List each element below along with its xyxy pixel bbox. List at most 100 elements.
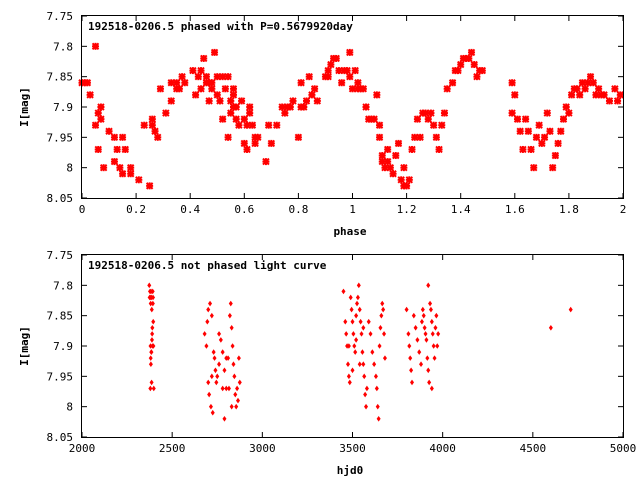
- unphased-chart-x-tick-label: 4000: [429, 442, 456, 455]
- unphased-chart-data-point: [375, 403, 380, 410]
- phased-chart-data-point: [251, 139, 259, 148]
- phased-chart-data-point: [611, 85, 619, 93]
- unphased-chart-data-point: [149, 337, 154, 343]
- phased-chart-data-point: [470, 60, 478, 69]
- unphased-chart-data-point: [419, 361, 424, 367]
- unphased-chart-data-point: [346, 373, 351, 380]
- unphased-chart-data-point: [345, 361, 350, 367]
- unphased-chart-data-point: [212, 355, 217, 361]
- unphased-chart-data-point: [411, 312, 416, 319]
- phased-chart-data-point: [197, 66, 205, 75]
- phased-chart-data-point: [297, 79, 305, 87]
- phased-chart-data-point: [94, 109, 102, 117]
- phased-chart-data-point: [324, 72, 332, 81]
- unphased-chart-data-point: [208, 300, 213, 307]
- phased-chart-data-point: [135, 176, 143, 184]
- unphased-chart-data-point: [224, 355, 229, 361]
- phased-chart-data-point: [359, 85, 368, 93]
- phased-chart-data-point: [332, 54, 340, 63]
- phased-chart-x-tick-label: 0.8: [288, 203, 308, 216]
- unphased-chart-data-point: [377, 343, 382, 349]
- phased-chart-data-point: [443, 85, 451, 93]
- unphased-chart-data-point: [348, 294, 353, 301]
- phased-chart-y-tick-label: 7.95: [47, 131, 74, 144]
- phased-chart-data-point: [594, 85, 603, 93]
- phased-chart-data-point: [394, 139, 403, 148]
- phased-chart-data-point: [565, 109, 573, 117]
- unphased-chart-data-point: [381, 306, 386, 313]
- phased-chart-x-tick-label: 0.6: [234, 203, 254, 216]
- phased-chart-data-point: [294, 133, 303, 142]
- phased-chart-y-tick-label: 8.05: [47, 192, 74, 205]
- unphased-chart-data-point: [373, 373, 378, 380]
- phased-chart: 0 0.2 0.4 0.6 0.8 1 1.2 1.4 1.6 1.8 2 7.75 7.8 7.85 7.…: [18, 10, 626, 238]
- unphased-chart-data-point: [351, 331, 356, 337]
- phased-chart-data-point: [346, 48, 354, 57]
- unphased-chart-y-tick-label: 7.85: [47, 310, 74, 323]
- unphased-chart-data-point: [206, 379, 211, 386]
- phased-chart-data-point: [83, 79, 92, 87]
- phased-chart-data-point: [110, 157, 119, 166]
- phased-chart-data-point: [327, 60, 335, 69]
- phased-chart-data-point: [473, 72, 481, 81]
- phased-chart-y-axis-label: I[mag]: [18, 87, 31, 127]
- unphased-chart-data-point: [425, 355, 430, 361]
- phased-chart-data-point: [343, 66, 351, 75]
- unphased-chart-data-point: [380, 300, 385, 307]
- unphased-chart-y-tick-label: 7.8: [53, 279, 73, 292]
- unphased-chart-data-point: [435, 343, 440, 349]
- phased-chart-data-point: [429, 121, 438, 129]
- phased-chart-data-point: [105, 127, 113, 135]
- phased-chart-data-point: [405, 176, 414, 184]
- phased-chart-data-point: [435, 145, 443, 154]
- phased-chart-data-point: [197, 85, 205, 93]
- unphased-chart-data-point: [229, 403, 234, 410]
- unphased-chart-data-point: [211, 349, 216, 355]
- unphased-chart-data-point: [150, 331, 155, 337]
- unphased-chart-data-point: [421, 312, 426, 319]
- phased-chart-data-point: [351, 66, 359, 75]
- phased-chart-data-point: [91, 42, 100, 51]
- unphased-chart-data-point: [419, 318, 424, 325]
- unphased-chart-x-axis-label: hjd0: [337, 464, 364, 477]
- unphased-chart-data-point: [207, 391, 212, 398]
- unphased-chart-y-tick-label: 7.9: [53, 340, 73, 353]
- phased-chart-data-point: [140, 121, 148, 129]
- unphased-chart-data-point: [431, 343, 436, 349]
- phased-chart-data-point: [264, 121, 273, 129]
- unphased-chart-data-point: [368, 331, 373, 337]
- phased-chart-data-point: [118, 133, 127, 142]
- phased-chart-data-point: [308, 91, 316, 99]
- phased-chart-frame: [81, 15, 624, 199]
- unphased-chart-data-point: [429, 385, 434, 392]
- unphased-chart-data-point: [407, 343, 412, 349]
- phased-chart-data-point: [205, 97, 213, 105]
- phased-chart-data-point: [210, 48, 219, 57]
- phased-chart-data-point: [402, 182, 411, 190]
- phased-chart-data-point: [202, 72, 211, 81]
- unphased-chart-data-point: [208, 403, 213, 410]
- unphased-chart-data-point: [568, 306, 573, 313]
- unphased-chart-data-point: [150, 288, 155, 295]
- phased-chart-data-point: [543, 109, 551, 117]
- phased-chart-y-tick-label: 7.75: [47, 10, 74, 23]
- unphased-chart-data-point: [428, 306, 433, 313]
- unphased-chart-data-point: [353, 349, 358, 355]
- phased-chart-data-point: [600, 91, 608, 99]
- phased-chart-x-tick-label: 0: [79, 203, 86, 216]
- phased-chart-data-point: [538, 139, 546, 148]
- phased-chart-data-point: [378, 151, 386, 160]
- phased-chart-data-point: [310, 85, 319, 93]
- phased-chart-data-point: [532, 133, 541, 142]
- unphased-chart-data-point: [232, 373, 237, 380]
- phased-chart-data-point: [508, 79, 516, 87]
- phased-chart-data-point: [521, 115, 530, 123]
- unphased-chart-data-point: [149, 306, 154, 313]
- unphased-chart-data-point: [415, 337, 420, 343]
- phased-chart-data-point: [576, 91, 584, 99]
- phased-chart-x-tick-label: 1.8: [559, 203, 579, 216]
- phased-chart-data-point: [218, 115, 227, 123]
- unphased-chart-data-point: [364, 385, 369, 392]
- phased-chart-x-tick-label: 1.4: [451, 203, 471, 216]
